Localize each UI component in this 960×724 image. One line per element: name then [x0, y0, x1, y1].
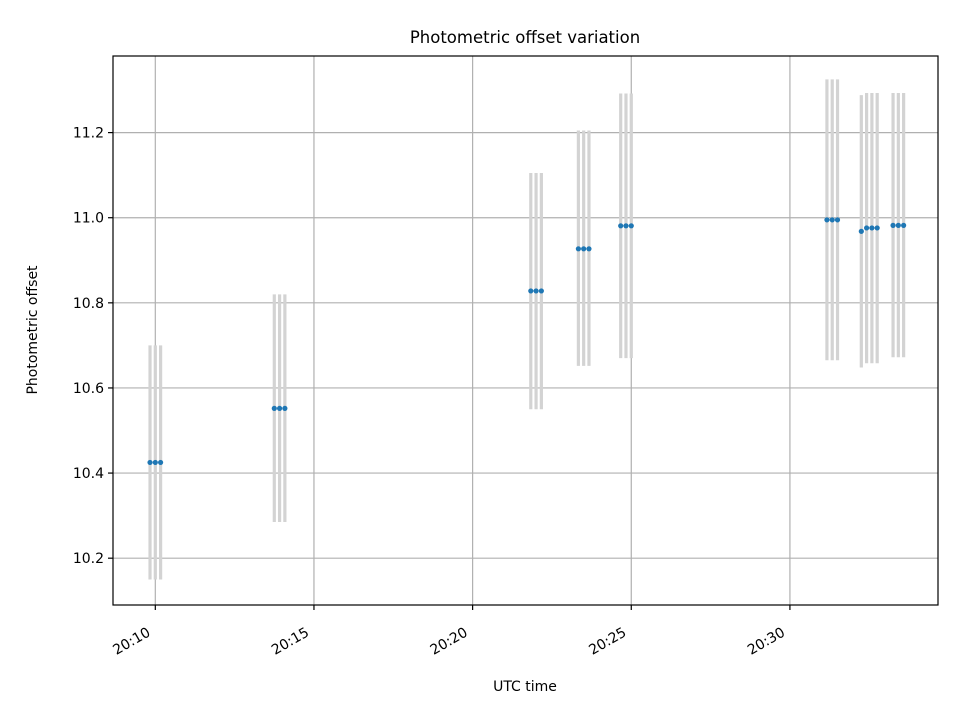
data-point	[864, 225, 870, 231]
data-point	[869, 225, 875, 231]
data-point	[276, 405, 283, 411]
data-point	[586, 246, 592, 252]
y-tick-label: 10.2	[73, 551, 104, 567]
data-point	[533, 288, 539, 294]
data-point	[623, 223, 629, 229]
y-tick-label: 10.6	[73, 381, 104, 397]
y-tick-label: 11.2	[73, 126, 104, 142]
data-point	[575, 246, 581, 252]
data-point	[895, 222, 901, 228]
y-tick-label: 10.8	[73, 296, 104, 312]
data-point	[152, 459, 158, 466]
data-point	[901, 222, 907, 228]
y-axis-label: Photometric offset	[25, 265, 41, 395]
data-point	[271, 405, 277, 411]
data-point	[858, 228, 864, 234]
data-point	[157, 459, 164, 466]
data-point	[147, 459, 153, 466]
plot-frame	[112, 55, 939, 606]
data-point	[282, 405, 288, 411]
y-tick-label: 11.0	[73, 211, 104, 227]
data-point	[528, 288, 534, 294]
data-points	[147, 217, 907, 466]
x-axis-label: UTC time	[493, 679, 557, 695]
chart-title: Photometric offset variation	[410, 28, 640, 47]
grid	[113, 56, 938, 605]
data-point	[874, 225, 880, 231]
data-point	[538, 288, 544, 294]
y-axis-ticks: 10.2 10.4 10.6 10.8 11.0 11.2	[73, 126, 113, 567]
data-point	[824, 217, 830, 223]
data-point	[581, 246, 587, 252]
data-point	[829, 217, 835, 223]
data-point	[890, 222, 896, 228]
data-point	[618, 223, 624, 229]
data-point	[834, 217, 841, 223]
y-tick-label: 10.4	[73, 466, 104, 482]
data-point	[628, 223, 634, 229]
